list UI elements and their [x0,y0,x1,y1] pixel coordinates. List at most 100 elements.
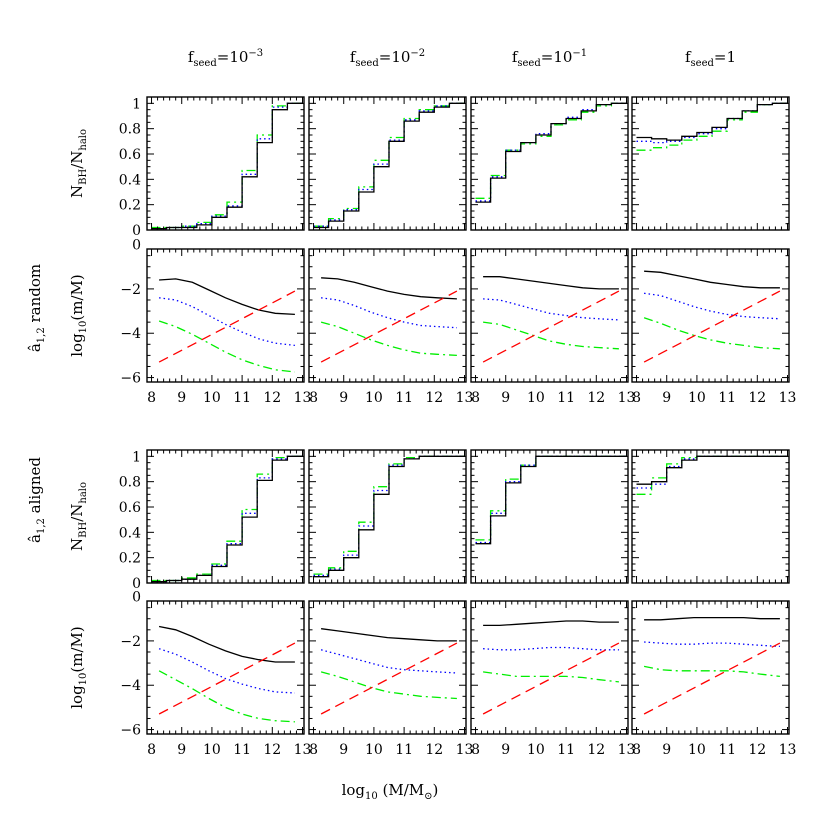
panel-frame [308,449,467,584]
log-curve-red [482,290,620,363]
text-part: −1 [572,48,587,59]
y-tick-label: 0.4 [119,525,141,541]
text-part: log [68,333,86,357]
x-tick-label: 9 [339,390,348,406]
log-panel-random-0: 0 −2 −4 −6 8 9 10 11 12 13 [120,238,311,406]
log-curve-blue [483,298,619,321]
block-label-aligned: â1,2 aligned [26,457,47,543]
y-axis-title-log: log10(m/M) [68,274,89,357]
y-tick-label: −2 [120,634,141,650]
x-tick-label: 12 [748,390,766,406]
text-part: f [685,48,692,66]
log-curve-red [320,290,458,363]
y-tick-label: 0.8 [119,122,141,138]
text-part: log [68,685,86,709]
x-tick-label: 9 [339,742,348,758]
x-tick-label: 13 [779,742,797,758]
text-part: −3 [248,48,263,59]
fraction-step-black [636,102,788,141]
x-tick-label: 8 [632,742,641,758]
text-part: (m/M) [68,626,86,672]
x-tick-label: 9 [662,390,671,406]
fraction-panel-random-1 [308,96,467,231]
log-curve-black [159,278,295,316]
log-curve-green [483,321,619,350]
x-tick-label: 9 [501,742,510,758]
text-part: f [350,48,357,66]
text-part: 1,2 [36,518,47,534]
panel-frame [146,449,305,584]
fraction-step-black [313,102,465,229]
log-curve-green [483,671,619,683]
y-tick-label: 0.6 [119,147,141,163]
panel-frame [146,248,305,383]
y-tick-label: 0 [132,238,141,254]
x-tick-label: 10 [688,390,706,406]
y-tick-label: −6 [120,723,141,739]
x-tick-label: 11 [557,742,575,758]
fraction-panel-aligned-2 [470,449,629,584]
y-tick-label: 0 [132,223,141,239]
log-curve-red [482,642,620,715]
text-part: 10 [365,791,378,802]
log-curve-black [321,277,457,300]
x-tick-label: 10 [365,742,383,758]
fraction-step-blue [636,455,788,489]
text-part: = [217,48,230,66]
panel-frame [631,248,790,383]
text-part: (m/M) [68,274,86,320]
log-curve-green [158,670,295,723]
fraction-step-green [151,102,303,229]
text-part: = [541,48,554,66]
panel-frame [308,248,467,383]
y-tick-label: 0.8 [119,475,141,491]
y-axis-title-fraction: NBH/Nhalo [68,129,89,198]
log-curve-red [643,290,781,363]
x-tick-label: 8 [147,390,156,406]
x-axis-title: log10 (M/M⊙) [342,781,439,802]
x-tick-label: 8 [632,390,641,406]
log-curve-red [158,642,296,715]
x-tick-label: 10 [527,390,545,406]
x-tick-label: 12 [587,742,605,758]
panel-frame [470,248,629,383]
text-part: f [188,48,195,66]
x-tick-label: 13 [456,742,474,758]
text-part: random [26,264,44,323]
x-tick-label: 9 [501,390,510,406]
x-tick-label: 13 [294,390,312,406]
y-tick-label: 1 [132,449,141,465]
y-tick-label: −2 [120,282,141,298]
log-curve-green [643,665,780,678]
log-panel-aligned-2: 8 9 10 11 12 13 [470,600,635,758]
y-tick-label: 0.4 [119,172,141,188]
log-panel-aligned-0: 0 −2 −4 −6 8 9 10 11 12 13 [120,590,311,758]
text-part: N [68,504,86,517]
x-tick-label: 10 [688,742,706,758]
x-tick-label: 9 [177,742,186,758]
x-tick-label: 12 [425,390,443,406]
text-part: 1,2 [36,327,47,343]
y-tick-label: −6 [120,371,141,387]
left-labels: â1,2 random NBH/Nhalo log10(m/M) â1,2 align… [26,129,89,709]
y-tick-label: −4 [120,678,141,694]
text-part: N [68,538,86,551]
block-label-random: â1,2 random [26,264,47,352]
log-curve-blue [320,649,457,674]
text-part: BH [78,522,89,538]
fraction-step-black [475,455,627,545]
fraction-panel-random-2 [470,96,629,231]
x-tick-label: 8 [471,742,480,758]
x-tick-label: 13 [618,390,636,406]
y-tick-label: 0 [132,576,141,592]
log-panel-aligned-3: 8 9 10 11 12 13 [631,600,797,758]
y-tick-label: 0.2 [119,198,141,214]
fraction-step-green [313,455,465,575]
y-tick-label: 1 [132,96,141,112]
x-tick-label: 10 [365,390,383,406]
fraction-panel-aligned-3 [631,449,790,584]
log-curve-black [483,620,619,627]
text-part: seed [193,58,217,69]
y-tick-label: −4 [120,326,141,342]
